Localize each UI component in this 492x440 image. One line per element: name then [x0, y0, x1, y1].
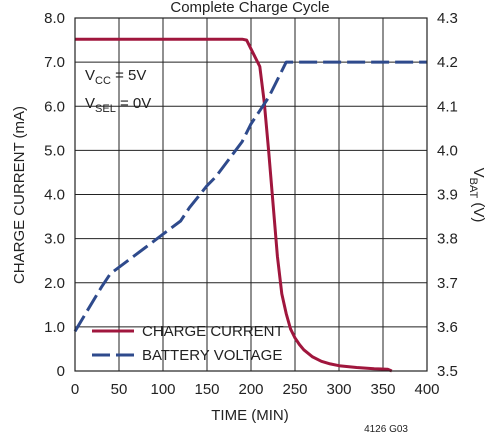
right-tick-label: 4.0 — [437, 142, 458, 159]
left-tick-label: 4.0 — [44, 187, 65, 204]
x-axis-ticks: 0 50 100 150 200 250 300 350 400 — [71, 381, 440, 398]
legend-label: CHARGE CURRENT — [142, 323, 284, 340]
left-tick-label: 1.0 — [44, 319, 65, 336]
annotation-vsel: VSEL = 0V — [85, 95, 151, 115]
left-tick-label: 0 — [57, 363, 65, 380]
x-tick-label: 100 — [150, 381, 175, 398]
x-tick-label: 150 — [194, 381, 219, 398]
x-tick-label: 350 — [370, 381, 395, 398]
plot-area — [73, 37, 427, 373]
grid-lines — [75, 18, 427, 371]
right-axis-ticks: 3.5 3.6 3.7 3.8 3.9 4.0 4.1 4.2 4.3 — [437, 10, 458, 380]
right-tick-label: 4.3 — [437, 10, 458, 27]
left-tick-label: 5.0 — [44, 142, 65, 159]
chart-title: Complete Charge Cycle — [170, 0, 329, 16]
left-axis-ticks: 0 1.0 2.0 3.0 4.0 5.0 6.0 7.0 8.0 — [44, 10, 65, 380]
plot-frame — [74, 17, 428, 372]
x-tick-label: 400 — [414, 381, 439, 398]
left-tick-label: 7.0 — [44, 54, 65, 71]
right-tick-label: 3.5 — [437, 363, 458, 380]
x-tick-label: 50 — [111, 381, 128, 398]
series-line-charge-current — [75, 37, 393, 373]
x-axis-title: TIME (MIN) — [211, 407, 288, 424]
x-tick-label: 200 — [238, 381, 263, 398]
left-tick-label: 3.0 — [44, 231, 65, 248]
x-tick-label: 250 — [282, 381, 307, 398]
figure-id: 4126 G03 — [364, 424, 408, 435]
left-tick-label: 2.0 — [44, 275, 65, 292]
right-tick-label: 3.6 — [437, 319, 458, 336]
legend-label: BATTERY VOLTAGE — [142, 347, 282, 364]
right-tick-label: 4.1 — [437, 98, 458, 115]
left-tick-label: 6.0 — [44, 98, 65, 115]
right-axis-title: VBAT (V) — [467, 168, 487, 223]
svg-text:VBAT (V): VBAT (V) — [467, 168, 487, 223]
svg-text:VSEL = 0V: VSEL = 0V — [85, 95, 151, 115]
annotation-vcc: VCC = 5V — [85, 67, 146, 87]
right-tick-label: 3.9 — [437, 187, 458, 204]
x-tick-label: 300 — [326, 381, 351, 398]
right-tick-label: 4.2 — [437, 54, 458, 71]
svg-text:VCC = 5V: VCC = 5V — [85, 67, 146, 87]
right-tick-label: 3.8 — [437, 231, 458, 248]
legend: CHARGE CURRENT BATTERY VOLTAGE — [92, 323, 284, 364]
left-axis-title: CHARGE CURRENT (mA) — [11, 106, 28, 284]
x-tick-label: 0 — [71, 381, 79, 398]
left-tick-label: 8.0 — [44, 10, 65, 27]
series-line-battery-voltage — [73, 60, 427, 333]
right-tick-label: 3.7 — [437, 275, 458, 292]
